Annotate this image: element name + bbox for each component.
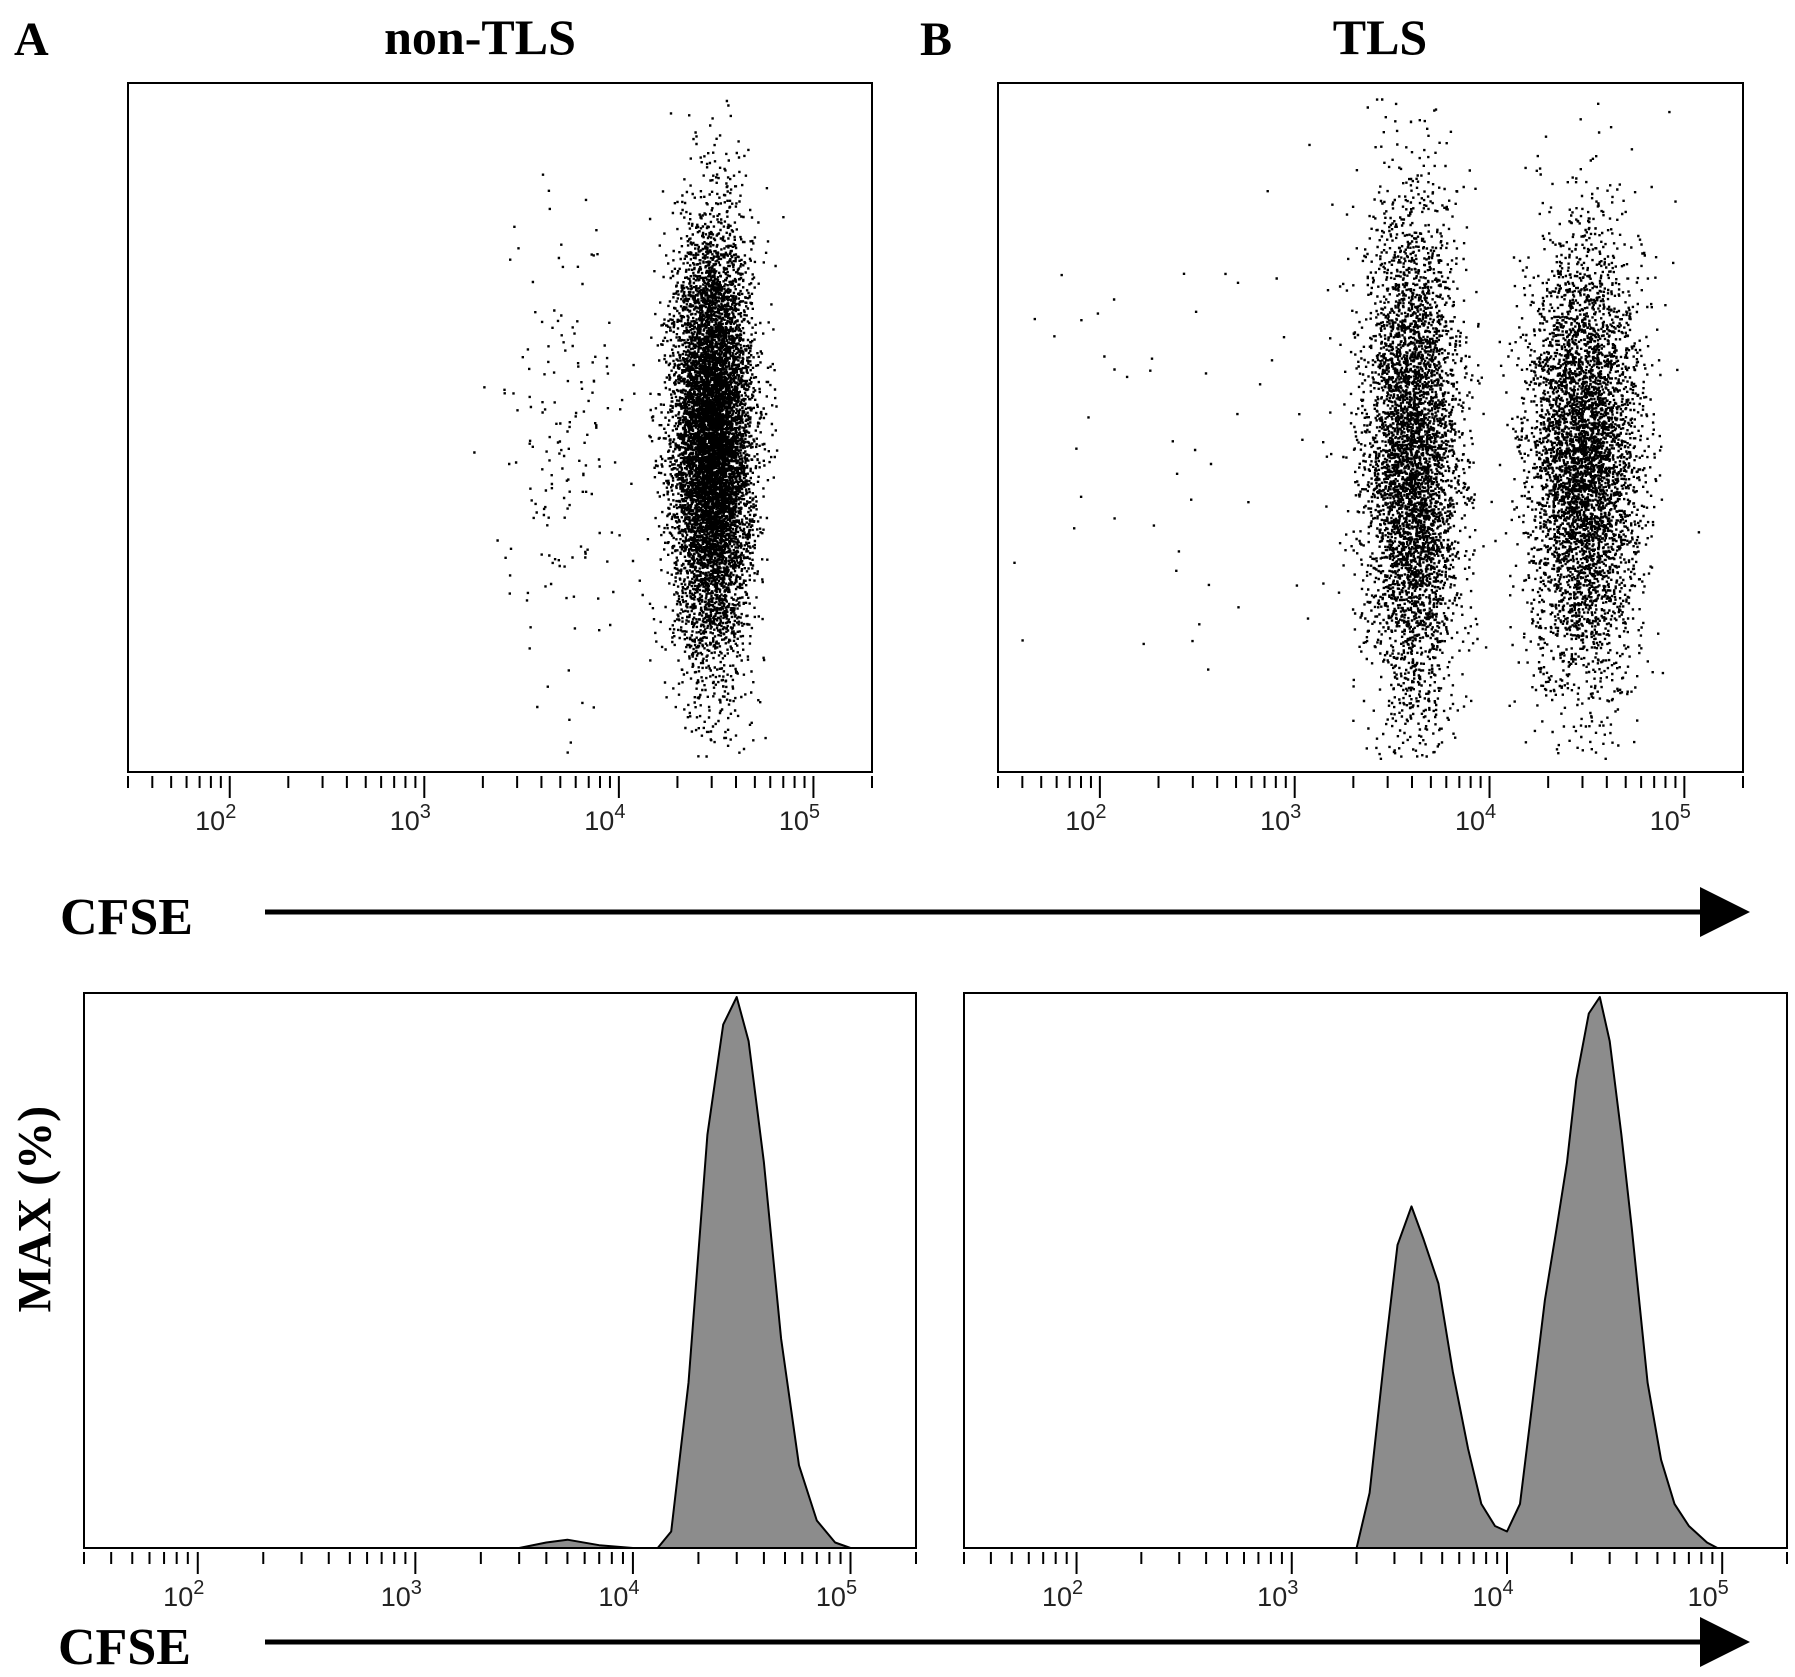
scatter-points-a	[473, 99, 785, 758]
panel-b-letter: B	[920, 13, 953, 66]
x-tick-label: 103	[381, 1577, 422, 1612]
x-tick-label: 102	[1042, 1577, 1083, 1612]
cluster-sparse	[473, 173, 652, 754]
x-tick-label: 104	[598, 1577, 639, 1612]
x-tick-label: 103	[1257, 1577, 1298, 1612]
x-axis-name-bottom: CFSE	[58, 1619, 191, 1676]
scatter-dots	[473, 173, 652, 754]
scatter-dots	[1325, 98, 1493, 761]
x-tick-label: 105	[779, 801, 820, 836]
x-tick-label: 103	[1260, 801, 1301, 836]
scatter-plot-frame-b	[997, 82, 1744, 773]
x-tick-label: 104	[584, 801, 625, 836]
x-tick-label: 103	[390, 801, 431, 836]
scatter-points-b	[1013, 98, 1701, 761]
scatter-dots	[633, 99, 785, 758]
scatter-dots	[1013, 143, 1594, 671]
scatter-plot-frame-a	[127, 82, 873, 773]
histogram-area-a	[83, 996, 917, 1549]
x-tick-label: 105	[1688, 1577, 1729, 1612]
panel-b-title: TLS	[1332, 9, 1428, 65]
scatter-dots	[1470, 102, 1701, 761]
panel-a-letter: A	[14, 13, 49, 66]
cluster-main	[633, 99, 785, 758]
x-tick-label: 102	[163, 1577, 204, 1612]
x-tick-label: 104	[1472, 1577, 1513, 1612]
panel-a-title: non-TLS	[384, 9, 576, 65]
x-tick-label: 102	[195, 801, 236, 836]
x-tick-label: 102	[1065, 801, 1106, 836]
x-axis-ticks-scatter-a: 102 103 104 105	[127, 776, 873, 836]
x-axis-ticks-hist-b: 102 103 104 105	[963, 1552, 1788, 1612]
x-tick-label: 105	[1650, 801, 1691, 836]
x-tick-label: 105	[816, 1577, 857, 1612]
x-axis-ticks-scatter-b: 102 103 104 105	[997, 776, 1744, 836]
histogram-area-b	[963, 996, 1788, 1549]
x-axis-ticks-hist-a: 102 103 104 105	[83, 1552, 917, 1612]
x-tick-label: 104	[1455, 801, 1496, 836]
cluster-undivided	[1470, 102, 1701, 761]
cluster-sparse	[1013, 143, 1594, 671]
x-axis-name-top: CFSE	[60, 889, 193, 946]
cluster-divided	[1325, 98, 1493, 761]
